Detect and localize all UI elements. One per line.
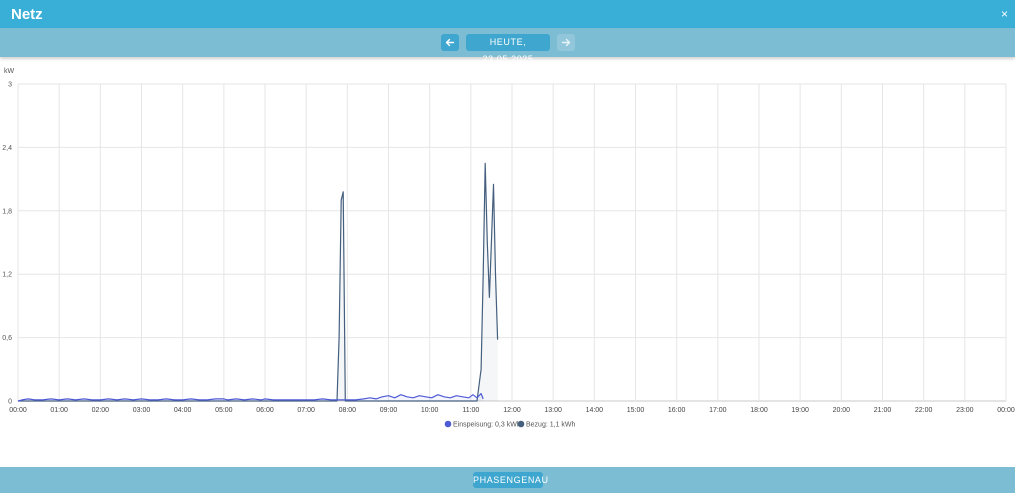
series-line-einspeisung xyxy=(17,393,484,402)
legend-item-bezug[interactable]: Bezug: 1,1 kWh xyxy=(517,420,576,429)
x-tick-label: 17:00 xyxy=(709,407,727,414)
x-tick-label: 03:00 xyxy=(133,407,151,414)
legend-label-bezug: Bezug: 1,1 kWh xyxy=(526,422,576,429)
x-axis-ticks: 00:00 01:00 02:00 03:00 04:00 05:00 06:00 07:00… xyxy=(9,407,1015,414)
y-tick-label: 0,6 xyxy=(2,335,12,342)
x-tick-label: 00:00 xyxy=(9,407,27,414)
series-line-bezug xyxy=(18,162,499,402)
x-tick-label: 23:00 xyxy=(956,407,974,414)
series-area-bezug xyxy=(18,163,498,401)
x-tick-label: 02:00 xyxy=(92,407,110,414)
chart-legend: Einspeisung: 0,3 kWh Bezug: 1,1 kWh xyxy=(444,420,576,429)
phasengenau-button[interactable]: PHASENGENAU xyxy=(473,472,548,488)
x-tick-label: 11:00 xyxy=(462,407,479,414)
y-tick-label: 3 xyxy=(8,82,12,89)
arrow-left-icon xyxy=(445,38,455,47)
x-tick-label: 19:00 xyxy=(791,407,809,414)
y-tick-label: 1,2 xyxy=(2,272,12,279)
y-tick-label: 1,8 xyxy=(2,208,12,215)
footer-bar: PHASENGENAU xyxy=(0,467,1015,493)
previous-day-button[interactable] xyxy=(441,34,459,51)
x-tick-label: 08:00 xyxy=(339,407,357,414)
x-tick-label: 06:00 xyxy=(256,407,274,414)
x-tick-label: 12:00 xyxy=(503,407,521,414)
series-area-einspeisung xyxy=(18,393,484,401)
x-tick-label: 21:00 xyxy=(874,407,892,414)
y-tick-label: 2,4 xyxy=(2,145,12,152)
date-navigation-bar: HEUTE, 23.05.2025 xyxy=(0,28,1015,64)
arrow-right-icon xyxy=(561,38,571,47)
legend-marker-einspeisung xyxy=(444,420,452,428)
legend-label-einspeisung: Einspeisung: 0,3 kWh xyxy=(453,422,521,429)
window-title: Netz xyxy=(11,6,43,23)
legend-item-einspeisung[interactable]: Einspeisung: 0,3 kWh xyxy=(444,420,521,429)
chart-grid xyxy=(17,83,1007,402)
x-tick-label: 18:00 xyxy=(750,407,768,414)
close-icon[interactable]: × xyxy=(1000,7,1008,21)
y-tick-label: 0 xyxy=(8,399,12,406)
x-tick-label: 04:00 xyxy=(174,407,192,414)
x-tick-label: 01:00 xyxy=(50,407,68,414)
next-day-button[interactable] xyxy=(557,34,575,51)
x-tick-label: 20:00 xyxy=(833,407,851,414)
x-tick-label: 14:00 xyxy=(586,407,604,414)
x-tick-label: 13:00 xyxy=(544,407,562,414)
x-tick-label: 07:00 xyxy=(297,407,315,414)
power-chart: kW 0 0,6 1,2 1,8 2,4 3 00:00 01:00 02:00 03:00 04… xyxy=(2,68,1015,429)
date-display-button[interactable]: HEUTE, 23.05.2025 xyxy=(466,34,550,64)
title-bar: Netz × xyxy=(0,0,1015,28)
y-axis-ticks: 0 0,6 1,2 1,8 2,4 3 xyxy=(2,82,12,406)
legend-marker-bezug xyxy=(517,420,525,428)
x-tick-label: 10:00 xyxy=(421,407,439,414)
x-tick-label: 16:00 xyxy=(668,407,686,414)
y-axis-label: kW xyxy=(4,68,15,75)
x-tick-label: 09:00 xyxy=(380,407,398,414)
x-tick-label: 00:00 xyxy=(997,407,1015,414)
x-tick-label: 22:00 xyxy=(915,407,933,414)
x-tick-label: 15:00 xyxy=(627,407,645,414)
x-tick-label: 05:00 xyxy=(215,407,233,414)
chart-series xyxy=(17,162,499,402)
